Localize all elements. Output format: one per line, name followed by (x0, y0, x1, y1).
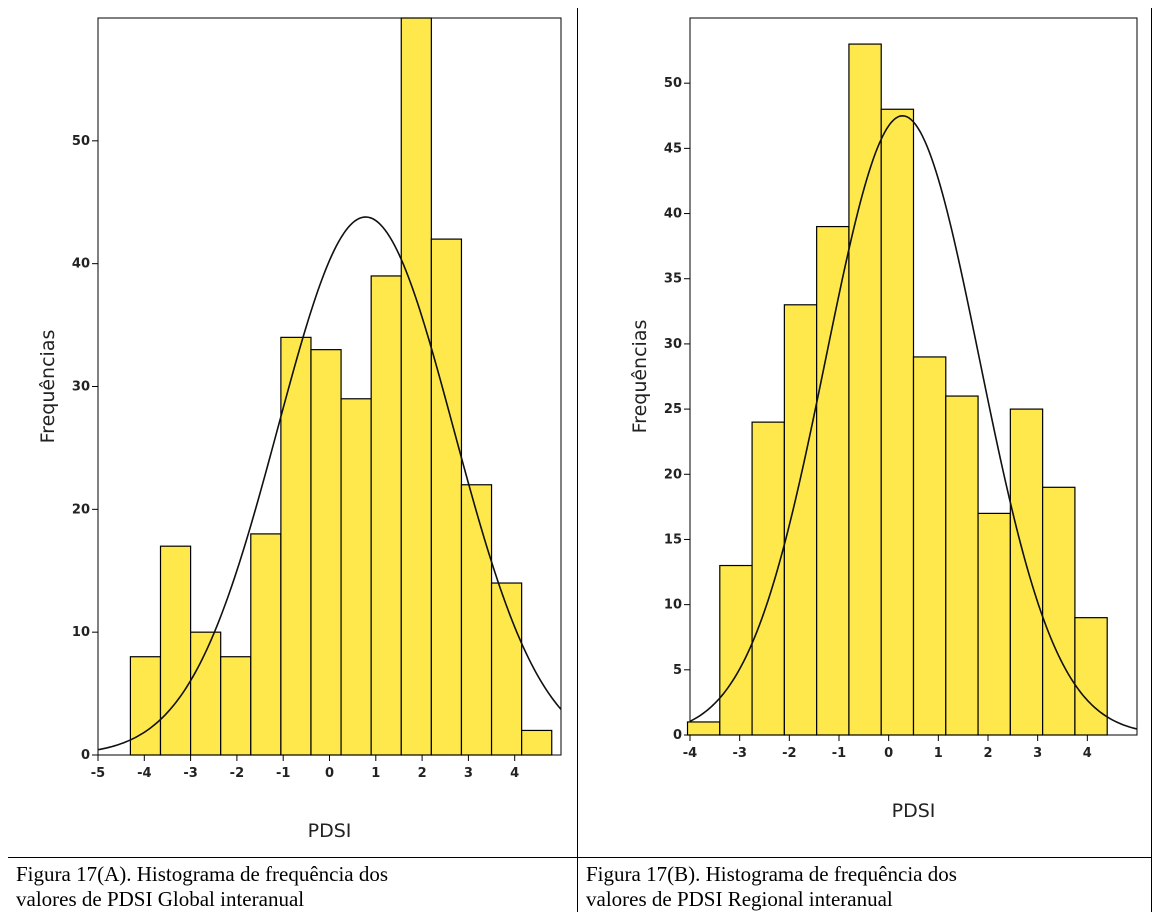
bar-0 (129, 656, 162, 756)
y-tick-label-3: 15 (664, 532, 682, 547)
y-axis-label: Frequências (629, 320, 651, 434)
y-tick-label-9: 45 (664, 141, 682, 156)
x-axis-label: PDSI (308, 820, 352, 842)
y-tick-label-5: 25 (664, 402, 682, 417)
chart-cell-b: 0 5 10 15 20 25 30 35 40 45 50 -4 -3 -2 -1 0 1 2 3 4 PDSI Fre… (578, 8, 1152, 858)
bar-13 (521, 729, 553, 756)
normal-curve (689, 114, 1138, 730)
bar-12 (1074, 617, 1108, 736)
x-tick-label-8: 4 (1083, 746, 1092, 761)
y-tick-label-1: 10 (72, 625, 90, 640)
x-tick-label-3: -2 (230, 766, 244, 781)
bar-4 (816, 225, 850, 736)
bar-4 (250, 533, 282, 756)
x-tick-label-1: -3 (732, 746, 746, 761)
histogram-regional: 0 5 10 15 20 25 30 35 40 45 50 -4 -3 -2 -1 0 1 2 3 4 PDSI Fre… (629, 17, 1138, 822)
bar-2 (751, 421, 785, 736)
bar-5 (848, 43, 882, 736)
x-tick-label-7: 3 (1033, 746, 1042, 761)
normal-curve (97, 216, 562, 751)
y-tick-label-3: 30 (72, 380, 90, 395)
bar-6 (310, 349, 342, 756)
y-tick-label-8: 40 (664, 207, 682, 222)
x-tick-label-6: 1 (371, 766, 380, 781)
y-tick-label-0: 0 (81, 748, 90, 763)
histogram-global: 0 10 20 30 40 50 -5 -4 -3 -2 -1 0 1 2 3 4 PDSI Frequência… (37, 17, 562, 842)
x-tick-label-5: 1 (934, 746, 943, 761)
bar-5 (280, 336, 312, 756)
bar-10 (430, 238, 463, 756)
x-tick-label-8: 3 (464, 766, 473, 781)
x-tick-label-5: 0 (325, 766, 334, 781)
y-tick-label-4: 40 (72, 257, 90, 272)
bar-1 (159, 545, 192, 756)
y-tick-label-6: 30 (664, 337, 682, 352)
bar-7 (912, 356, 947, 736)
y-axis-label: Frequências (37, 330, 59, 444)
x-tick-label-7: 2 (418, 766, 427, 781)
y-tick-label-5: 50 (72, 134, 90, 149)
bar-3 (783, 304, 818, 736)
bar-11 (460, 484, 493, 756)
caption-cell-b: Figura 17(B). Histograma de frequência d… (578, 858, 1152, 912)
figure-caption-a: Figura 17(A). Histograma de frequência d… (8, 858, 577, 912)
x-axis-label: PDSI (892, 800, 936, 822)
x-tick-label-4: -1 (276, 766, 290, 781)
x-tick-label-2: -3 (183, 766, 197, 781)
x-tick-label-6: 2 (983, 746, 992, 761)
bar-3 (220, 656, 252, 756)
x-tick-label-3: -1 (832, 746, 846, 761)
caption-a-line2: valores de PDSI Global interanual (16, 887, 305, 911)
bar-10 (1009, 408, 1044, 736)
bar-0 (686, 721, 721, 736)
bar-1 (719, 564, 753, 736)
y-tick-label-0: 0 (673, 728, 682, 743)
bar-9 (400, 17, 432, 756)
x-tick-label-1: -4 (137, 766, 151, 781)
x-tick-label-9: 4 (510, 766, 519, 781)
caption-b-line2: valores de PDSI Regional interanual (586, 887, 893, 911)
y-tick-label-10: 50 (664, 76, 682, 91)
bar-8 (370, 275, 402, 756)
x-tick-label-0: -5 (91, 766, 105, 781)
bar-8 (945, 395, 979, 736)
bar-12 (490, 582, 523, 756)
caption-b-line1: Figura 17(B). Histograma de frequência d… (586, 862, 957, 886)
bar-9 (977, 512, 1011, 736)
bar-11 (1042, 486, 1076, 736)
y-tick-label-7: 35 (664, 272, 682, 287)
chart-cell-a: 0 10 20 30 40 50 -5 -4 -3 -2 -1 0 1 2 3 4 PDSI Frequência… (8, 8, 578, 858)
caption-cell-a: Figura 17(A). Histograma de frequência d… (8, 858, 578, 912)
y-tick-label-4: 20 (664, 467, 682, 482)
y-tick-label-2: 10 (664, 598, 682, 613)
x-tick-label-4: 0 (884, 746, 893, 761)
bar-7 (340, 398, 372, 756)
x-tick-label-0: -4 (683, 746, 697, 761)
figure-caption-b: Figura 17(B). Histograma de frequência d… (578, 858, 1151, 912)
x-tick-label-2: -2 (782, 746, 796, 761)
y-tick-label-1: 5 (673, 663, 682, 678)
y-tick-label-2: 20 (72, 502, 90, 517)
caption-a-line1: Figura 17(A). Histograma de frequência d… (16, 862, 389, 886)
bar-6 (880, 108, 915, 736)
